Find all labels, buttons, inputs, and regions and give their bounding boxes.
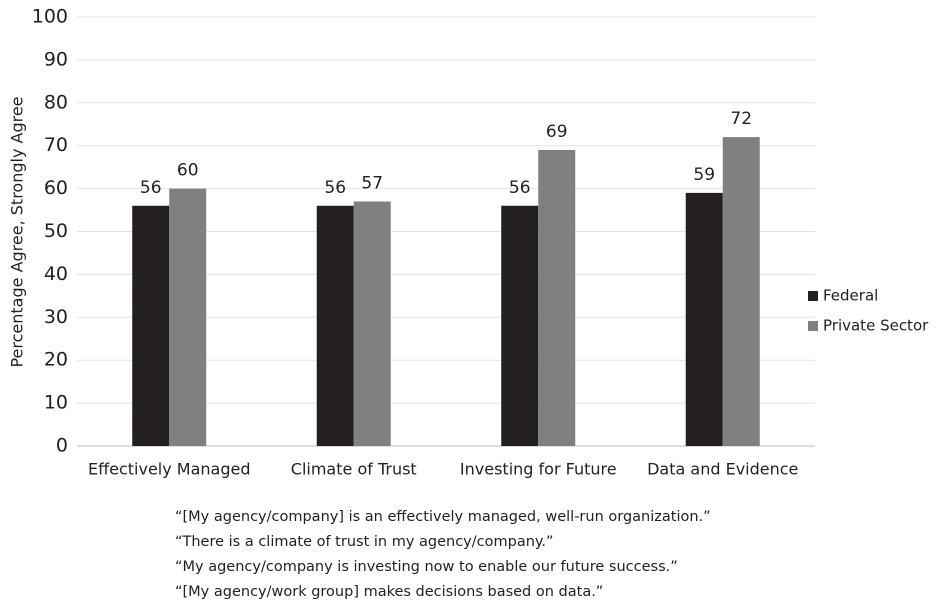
x-tick-label: Climate of Trust — [291, 460, 417, 479]
y-axis-label: Percentage Agree, Strongly Agree — [8, 96, 27, 367]
legend-swatch — [808, 321, 818, 331]
bar — [685, 192, 723, 446]
x-tick-label: Data and Evidence — [647, 460, 798, 479]
legend-label: Federal — [823, 287, 878, 305]
bar — [316, 205, 354, 446]
y-tick-label: 100 — [32, 6, 68, 28]
data-label: 60 — [177, 161, 199, 181]
bar — [501, 205, 539, 446]
x-tick-label: Investing for Future — [460, 460, 617, 479]
data-label: 56 — [324, 178, 346, 198]
y-tick-label: 40 — [44, 263, 68, 285]
legend-label: Private Sector — [823, 317, 929, 335]
legend-swatch — [808, 291, 818, 301]
note: “[My agency/work group] makes decisions … — [175, 584, 603, 600]
bar — [353, 201, 391, 446]
bar — [538, 149, 576, 447]
bar — [169, 188, 207, 446]
data-label: 72 — [730, 109, 752, 129]
x-tick-label: Effectively Managed — [88, 460, 251, 479]
y-tick-label: 10 — [44, 392, 68, 414]
bar — [722, 137, 760, 446]
data-label: 57 — [361, 173, 383, 193]
y-tick-label: 70 — [44, 134, 68, 156]
y-tick-label: 50 — [44, 220, 68, 242]
note: “There is a climate of trust in my agenc… — [175, 534, 554, 550]
data-label: 56 — [509, 178, 531, 198]
y-tick-label: 20 — [44, 349, 68, 371]
y-tick-label: 90 — [44, 48, 68, 70]
data-label: 59 — [693, 165, 715, 185]
data-label: 69 — [546, 122, 568, 142]
y-tick-label: 80 — [44, 91, 68, 113]
y-tick-label: 0 — [56, 435, 68, 457]
y-tick-label: 30 — [44, 306, 68, 328]
y-tick-label: 60 — [44, 177, 68, 199]
note: “My agency/company is investing now to e… — [175, 559, 678, 575]
bar — [132, 205, 170, 446]
data-label: 56 — [140, 178, 162, 198]
note: “[My agency/company] is an effectively m… — [175, 509, 711, 525]
